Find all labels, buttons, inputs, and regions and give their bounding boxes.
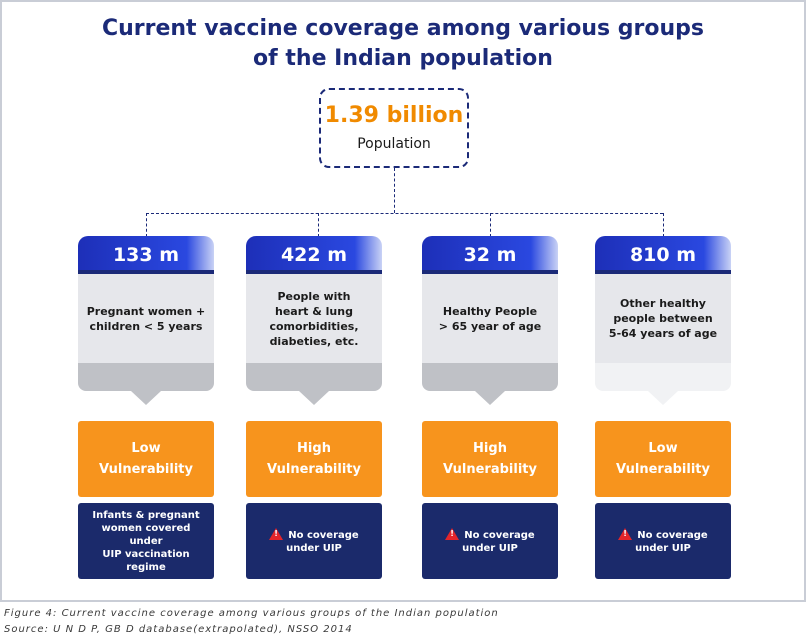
population-box: 1.39 billion Population	[319, 88, 469, 168]
group-count: 422 m	[246, 236, 382, 274]
group-card: 133 m Pregnant women + children < 5 year…	[78, 236, 214, 405]
description-line: heart & lung	[275, 304, 353, 318]
description-line: children < 5 years	[89, 319, 203, 333]
coverage-box: No coverage under UIP	[422, 503, 558, 579]
connector-drop-2	[318, 213, 319, 237]
vulnerability-box: Low Vulnerability	[595, 421, 731, 497]
description-line: diabeties, etc.	[269, 334, 359, 348]
card-footer	[422, 363, 558, 391]
connector-drop-1	[146, 213, 147, 237]
vulnerability-level: Low	[648, 441, 678, 456]
description-line: people between	[613, 312, 713, 325]
vulnerability-box: High Vulnerability	[422, 421, 558, 497]
group-card: 810 m Other healthy people between 5-64 …	[595, 236, 731, 405]
group-card: 32 m Healthy People > 65 year of age	[422, 236, 558, 405]
description-line: comorbidities,	[269, 319, 359, 333]
vulnerability-level: Low	[131, 441, 161, 456]
card-pointer	[131, 391, 161, 405]
vulnerability-word: Vulnerability	[616, 462, 710, 477]
group-column-4: 810 m Other healthy people between 5-64 …	[595, 236, 731, 579]
coverage-line: under UIP	[462, 542, 518, 554]
title-line-1: Current vaccine coverage among various g…	[101, 16, 705, 41]
description-line: Healthy People	[442, 304, 538, 318]
coverage-line: UIP vaccination regime	[102, 548, 190, 573]
coverage-line: No coverage	[288, 529, 359, 541]
coverage-line: under UIP	[635, 542, 691, 554]
group-description: Healthy People > 65 year of age	[422, 274, 558, 363]
group-description: People with heart & lung comorbidities, …	[246, 274, 382, 363]
population-value: 1.39 billion	[324, 103, 464, 128]
diagram-title: Current vaccine coverage among various g…	[0, 14, 806, 74]
description-line: > 65 year of age	[438, 319, 542, 333]
vulnerability-word: Vulnerability	[443, 462, 537, 477]
card-pointer	[475, 391, 505, 405]
group-count: 810 m	[595, 236, 731, 274]
coverage-box: No coverage under UIP	[246, 503, 382, 579]
card-pointer	[648, 391, 678, 405]
group-count: 133 m	[78, 236, 214, 274]
warning-triangle-icon	[618, 527, 633, 540]
coverage-box: No coverage under UIP	[595, 503, 731, 579]
card-footer	[246, 363, 382, 391]
vulnerability-word: Vulnerability	[99, 462, 193, 477]
vulnerability-box: High Vulnerability	[246, 421, 382, 497]
group-description: Pregnant women + children < 5 years	[78, 274, 214, 363]
group-column-3: 32 m Healthy People > 65 year of age Hig…	[422, 236, 558, 579]
connector-drop-4	[663, 213, 664, 237]
warning-triangle-icon	[269, 527, 284, 540]
vulnerability-level: High	[297, 441, 331, 456]
connector-drop-3	[490, 213, 491, 237]
group-card: 422 m People with heart & lung comorbidi…	[246, 236, 382, 405]
connector-trunk	[394, 168, 395, 213]
coverage-line: No coverage	[637, 529, 708, 541]
coverage-line: No coverage	[464, 529, 535, 541]
card-footer	[595, 363, 731, 391]
source-caption: Source: U N D P, GB D database(extrapola…	[4, 624, 353, 635]
connector-bar	[146, 213, 663, 214]
title-line-2: of the Indian population	[253, 46, 553, 71]
card-pointer	[299, 391, 329, 405]
warning-triangle-icon	[445, 527, 460, 540]
description-line: People with	[277, 289, 351, 303]
group-column-1: 133 m Pregnant women + children < 5 year…	[78, 236, 214, 579]
group-description: Other healthy people between 5-64 years …	[595, 274, 731, 363]
coverage-line: under UIP	[286, 542, 342, 554]
card-footer	[78, 363, 214, 391]
population-label: Population	[357, 136, 431, 152]
coverage-box: Infants & pregnant women covered under U…	[78, 503, 214, 579]
coverage-line: Infants & pregnant	[92, 509, 200, 521]
description-line: Other healthy	[620, 297, 706, 310]
vulnerability-box: Low Vulnerability	[78, 421, 214, 497]
group-count: 32 m	[422, 236, 558, 274]
description-line: Pregnant women +	[86, 304, 206, 318]
vulnerability-level: High	[473, 441, 507, 456]
figure-caption: Figure 4: Current vaccine coverage among…	[4, 608, 499, 619]
vulnerability-word: Vulnerability	[267, 462, 361, 477]
coverage-line: women covered under	[101, 522, 191, 547]
description-line: 5-64 years of age	[608, 327, 718, 340]
group-column-2: 422 m People with heart & lung comorbidi…	[246, 236, 382, 579]
